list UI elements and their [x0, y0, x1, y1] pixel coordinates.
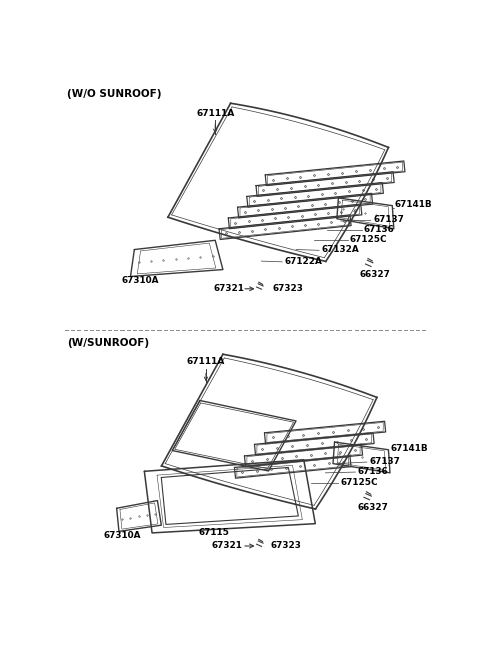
Text: 67111A: 67111A [196, 109, 234, 117]
Text: (W/SUNROOF): (W/SUNROOF) [67, 338, 149, 348]
Text: 67137: 67137 [369, 457, 400, 466]
Text: 66327: 66327 [360, 271, 391, 280]
Text: 67125C: 67125C [341, 477, 378, 487]
Text: 67310A: 67310A [104, 531, 141, 540]
Text: 67141B: 67141B [391, 443, 428, 453]
Text: 67321: 67321 [214, 284, 244, 293]
Text: 67321: 67321 [211, 541, 242, 550]
Text: 67125C: 67125C [350, 235, 387, 244]
Text: 66327: 66327 [358, 503, 388, 512]
Text: 67132A: 67132A [322, 245, 359, 254]
Text: 67136: 67136 [364, 225, 395, 234]
Text: (W/O SUNROOF): (W/O SUNROOF) [67, 89, 162, 100]
Text: 67137: 67137 [373, 215, 404, 224]
Text: 67323: 67323 [271, 541, 301, 550]
Text: 67136: 67136 [358, 467, 388, 476]
Text: 67310A: 67310A [121, 276, 159, 285]
Text: 67122A: 67122A [285, 257, 323, 267]
Text: 67323: 67323 [273, 284, 304, 293]
Text: 67115: 67115 [198, 529, 229, 537]
Text: 67111A: 67111A [187, 357, 225, 366]
Text: 67141B: 67141B [395, 200, 432, 208]
